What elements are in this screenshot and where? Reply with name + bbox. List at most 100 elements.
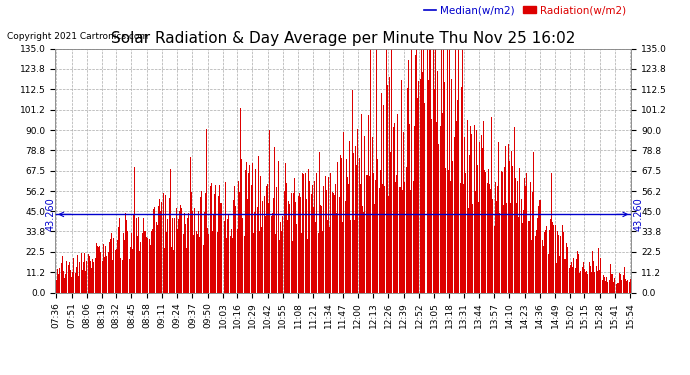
Bar xyxy=(148,238,150,292)
Bar xyxy=(187,218,188,292)
Bar xyxy=(96,243,97,292)
Bar xyxy=(610,264,611,292)
Bar xyxy=(431,119,433,292)
Bar xyxy=(462,49,463,292)
Bar xyxy=(241,159,242,292)
Bar xyxy=(417,98,418,292)
Bar xyxy=(79,262,80,292)
Bar xyxy=(215,184,217,292)
Bar xyxy=(178,219,179,292)
Bar xyxy=(553,225,554,292)
Bar xyxy=(613,282,614,292)
Bar xyxy=(270,216,272,292)
Bar xyxy=(426,49,428,292)
Bar xyxy=(290,193,292,292)
Bar xyxy=(233,200,234,292)
Bar xyxy=(590,266,591,292)
Bar xyxy=(389,76,390,292)
Bar xyxy=(551,173,552,292)
Bar xyxy=(277,160,279,292)
Bar xyxy=(306,199,307,292)
Bar xyxy=(368,115,369,292)
Bar xyxy=(550,219,551,292)
Bar xyxy=(557,231,558,292)
Bar xyxy=(117,240,118,292)
Bar xyxy=(111,233,112,292)
Bar xyxy=(444,82,445,292)
Bar xyxy=(450,181,451,292)
Bar xyxy=(626,281,627,292)
Bar xyxy=(508,144,509,292)
Bar xyxy=(420,80,421,292)
Bar xyxy=(92,259,93,292)
Bar xyxy=(222,240,224,292)
Bar xyxy=(488,170,489,292)
Bar xyxy=(490,189,491,292)
Bar xyxy=(598,249,599,292)
Bar xyxy=(255,169,257,292)
Bar xyxy=(428,80,429,292)
Bar xyxy=(287,219,288,292)
Bar xyxy=(279,240,280,292)
Bar xyxy=(130,247,131,292)
Bar xyxy=(421,49,422,292)
Bar xyxy=(140,242,141,292)
Bar xyxy=(546,226,547,292)
Bar xyxy=(357,129,358,292)
Bar xyxy=(600,258,602,292)
Bar xyxy=(584,269,585,292)
Bar xyxy=(403,132,404,292)
Bar xyxy=(394,123,395,292)
Bar xyxy=(221,203,222,292)
Bar xyxy=(257,156,259,292)
Bar xyxy=(226,238,227,292)
Bar xyxy=(328,177,329,292)
Bar xyxy=(627,280,629,292)
Bar xyxy=(359,184,361,292)
Bar xyxy=(269,130,270,292)
Bar xyxy=(132,249,133,292)
Bar xyxy=(580,271,582,292)
Bar xyxy=(455,49,456,292)
Bar xyxy=(153,210,155,292)
Text: 43.260: 43.260 xyxy=(633,198,644,231)
Bar xyxy=(275,234,276,292)
Bar xyxy=(254,212,255,292)
Bar xyxy=(309,182,310,292)
Bar xyxy=(267,184,268,292)
Bar xyxy=(181,208,182,292)
Bar xyxy=(451,79,453,292)
Bar xyxy=(131,233,132,292)
Bar xyxy=(337,162,339,292)
Bar xyxy=(611,274,612,292)
Bar xyxy=(476,130,477,292)
Bar xyxy=(106,256,108,292)
Bar xyxy=(144,231,145,292)
Bar xyxy=(186,248,187,292)
Bar xyxy=(520,199,522,292)
Bar xyxy=(437,71,438,292)
Bar xyxy=(146,237,147,292)
Bar xyxy=(336,213,337,292)
Bar xyxy=(265,216,266,292)
Bar xyxy=(402,189,403,292)
Bar xyxy=(324,176,326,292)
Bar xyxy=(245,170,246,292)
Bar xyxy=(586,271,587,292)
Bar xyxy=(101,261,103,292)
Bar xyxy=(592,251,593,292)
Bar xyxy=(160,211,161,292)
Bar xyxy=(234,186,235,292)
Bar xyxy=(161,202,162,292)
Bar xyxy=(465,173,466,292)
Bar xyxy=(498,142,500,292)
Bar xyxy=(285,163,286,292)
Bar xyxy=(326,190,327,292)
Bar xyxy=(602,275,604,292)
Bar xyxy=(404,182,406,292)
Bar xyxy=(572,267,573,292)
Bar xyxy=(449,49,450,292)
Bar xyxy=(560,236,562,292)
Bar xyxy=(423,49,424,292)
Bar xyxy=(513,128,515,292)
